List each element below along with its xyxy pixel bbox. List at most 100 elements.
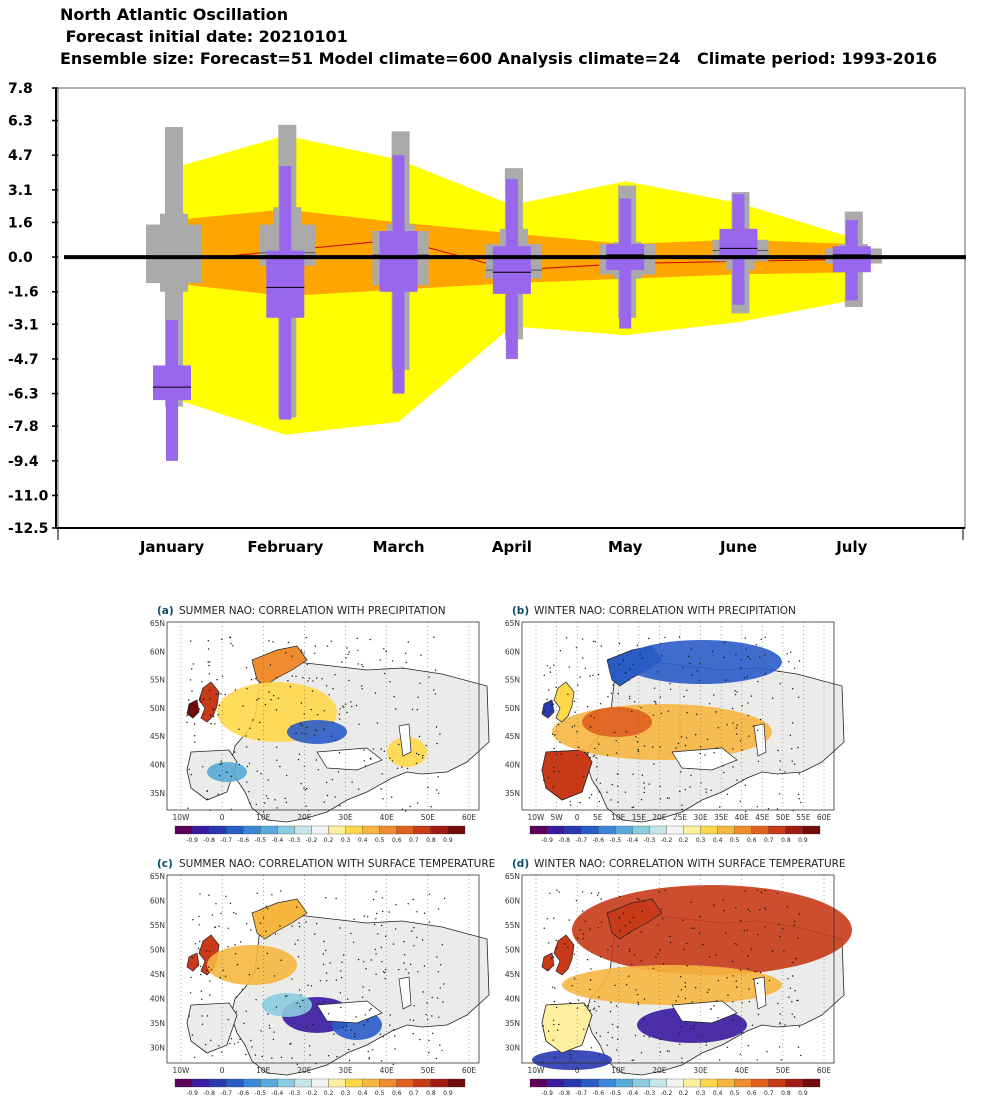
- stipple-dot: [191, 957, 194, 959]
- stipple-dot: [435, 1057, 438, 1060]
- stipple-dot: [208, 894, 210, 896]
- x-tick-label: April: [492, 538, 532, 556]
- stipple-dot: [586, 959, 589, 961]
- stipple-dot: [412, 1033, 414, 1035]
- stipple-dot: [227, 927, 229, 929]
- stipple-dot: [276, 807, 278, 809]
- stipple-dot: [199, 893, 201, 895]
- stipple-dot: [698, 932, 701, 934]
- correlation-shade: [562, 965, 782, 1005]
- colorbar-cell: [226, 825, 244, 835]
- stipple-dot: [431, 1015, 433, 1017]
- stipple-dot: [198, 915, 200, 918]
- stipple-dot: [708, 703, 711, 705]
- stipple-dot: [249, 727, 251, 729]
- forecast-box: [266, 250, 305, 318]
- stipple-dot: [778, 793, 781, 795]
- stipple-dot: [191, 1034, 194, 1036]
- correlation-shade: [541, 699, 555, 719]
- stipple-dot: [740, 1032, 743, 1034]
- chart-header: North Atlantic Oscillation Forecast init…: [60, 4, 980, 70]
- stipple-dot: [271, 894, 273, 896]
- stipple-dot: [303, 787, 305, 789]
- stipple-dot: [589, 675, 591, 677]
- stipple-dot: [235, 913, 237, 915]
- colorbar-cell: [546, 825, 565, 835]
- stipple-dot: [361, 996, 364, 998]
- stipple-dot: [227, 1018, 229, 1021]
- stipple-dot: [715, 711, 717, 713]
- stipple-dot: [778, 670, 780, 672]
- stipple-dot: [632, 916, 635, 919]
- stipple-dot: [308, 1045, 311, 1047]
- stipple-dot: [245, 735, 247, 737]
- stipple-dot: [548, 689, 550, 691]
- stipple-dot: [681, 1057, 683, 1059]
- stipple-dot: [732, 1001, 734, 1003]
- stipple-dot: [407, 641, 409, 643]
- stipple-dot: [798, 696, 800, 698]
- stipple-dot: [385, 650, 387, 653]
- colorbar-label: -0.8: [558, 1090, 570, 1097]
- stipple-dot: [622, 659, 624, 661]
- stipple-dot: [759, 656, 761, 658]
- stipple-dot: [726, 793, 729, 795]
- stipple-dot: [740, 659, 742, 661]
- stipple-dot: [267, 908, 269, 910]
- stipple-dot: [599, 703, 602, 705]
- colorbar-cell: [243, 825, 261, 835]
- stipple-dot: [340, 1006, 342, 1009]
- colorbar-cell: [191, 1078, 210, 1088]
- stipple-dot: [416, 911, 418, 913]
- stipple-dot: [298, 989, 301, 991]
- lon-label: 40E: [380, 1066, 395, 1075]
- stipple-dot: [302, 999, 304, 1002]
- stipple-dot: [653, 687, 656, 689]
- colorbar-cell: [666, 1078, 684, 1088]
- stipple-dot: [218, 925, 220, 927]
- stipple-dot: [291, 1057, 293, 1059]
- stipple-dot: [440, 964, 442, 966]
- stipple-dot: [207, 798, 209, 800]
- stipple-dot: [250, 929, 252, 931]
- stipple-dot: [617, 945, 619, 948]
- colorbar-cell: [379, 825, 397, 835]
- correlation-shade: [262, 993, 312, 1017]
- stipple-dot: [277, 697, 280, 699]
- stipple-dot: [265, 930, 267, 932]
- stipple-dot: [546, 665, 548, 667]
- stipple-dot: [747, 908, 749, 911]
- lon-label: 40E: [380, 813, 395, 822]
- stipple-dot: [643, 900, 645, 902]
- stipple-dot: [203, 698, 205, 700]
- panel-title: SUMMER NAO: CORRELATION WITH SURFACE TEM…: [179, 858, 495, 870]
- colorbar-label: 0.2: [324, 837, 334, 844]
- stipple-dot: [236, 964, 239, 966]
- stipple-dot: [439, 1044, 441, 1046]
- stipple-dot: [367, 1020, 369, 1022]
- stipple-dot: [596, 766, 598, 768]
- lat-label: 65N: [150, 619, 165, 628]
- stipple-dot: [310, 985, 313, 987]
- stipple-dot: [227, 946, 229, 948]
- stipple-dot: [794, 667, 796, 669]
- stipple-dot: [229, 636, 232, 639]
- stipple-dot: [742, 1032, 744, 1034]
- stipple-dot: [304, 789, 307, 791]
- stipple-dot: [339, 805, 341, 807]
- stipple-dot: [543, 779, 545, 781]
- stipple-dot: [653, 763, 655, 765]
- stipple-dot: [624, 672, 627, 674]
- map-area: [521, 621, 845, 823]
- stipple-dot: [594, 747, 596, 750]
- stipple-dot: [542, 1025, 544, 1027]
- stipple-dot: [705, 1044, 707, 1046]
- stipple-dot: [260, 773, 262, 775]
- stipple-dot: [592, 1008, 595, 1010]
- stipple-dot: [590, 715, 592, 717]
- colorbar-cell: [802, 1078, 821, 1088]
- stipple-dot: [638, 898, 640, 901]
- y-tick-label: -7.8: [8, 419, 39, 435]
- lat-label: 60N: [150, 897, 165, 906]
- colorbar-cell: [563, 825, 582, 835]
